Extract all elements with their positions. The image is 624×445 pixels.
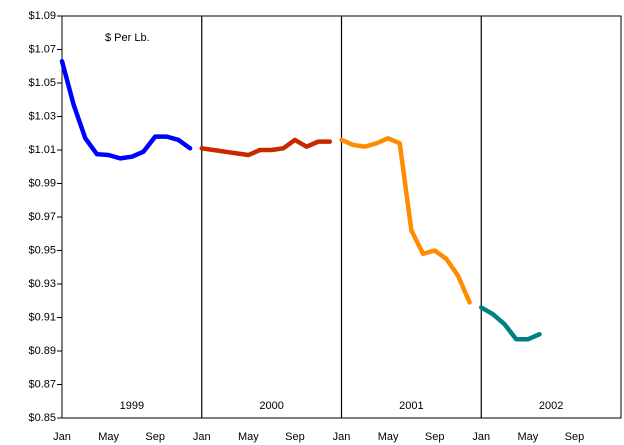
y-tick-label: $0.91 bbox=[28, 311, 56, 323]
annotation: $ Per Lb. bbox=[105, 32, 150, 44]
series-line bbox=[59, 58, 193, 161]
y-tick-label: $0.95 bbox=[28, 244, 56, 256]
year-label: 2002 bbox=[539, 400, 563, 412]
y-tick-label: $0.99 bbox=[28, 177, 56, 189]
year-label: 1999 bbox=[120, 400, 144, 412]
x-tick-label: Jan bbox=[333, 431, 351, 443]
y-tick-label: $0.97 bbox=[28, 211, 56, 223]
x-tick-label: Jan bbox=[53, 431, 71, 443]
x-tick-label: Jan bbox=[193, 431, 211, 443]
x-tick-label: Sep bbox=[145, 431, 165, 443]
y-tick-label: $0.93 bbox=[28, 278, 56, 290]
series-line bbox=[479, 305, 542, 342]
series-line bbox=[339, 136, 472, 305]
x-tick-label: Jan bbox=[472, 431, 490, 443]
y-tick-label: $0.85 bbox=[28, 412, 56, 424]
year-label: 2000 bbox=[259, 400, 283, 412]
x-tick-label: May bbox=[238, 431, 259, 443]
x-tick-label: Sep bbox=[285, 431, 305, 443]
x-tick-label: May bbox=[378, 431, 399, 443]
x-tick-label: Sep bbox=[425, 431, 445, 443]
y-tick-label: $1.01 bbox=[28, 144, 56, 156]
x-tick-label: Sep bbox=[565, 431, 585, 443]
y-tick-label: $1.07 bbox=[28, 43, 56, 55]
y-tick-label: $1.09 bbox=[28, 10, 56, 22]
x-tick-label: May bbox=[98, 431, 119, 443]
y-tick-label: $0.87 bbox=[28, 378, 56, 390]
year-label: 2001 bbox=[399, 400, 423, 412]
y-tick-label: $1.03 bbox=[28, 110, 56, 122]
y-tick-label: $0.89 bbox=[28, 345, 56, 357]
x-tick-label: May bbox=[517, 431, 538, 443]
series-line bbox=[199, 137, 333, 158]
y-tick-label: $1.05 bbox=[28, 77, 56, 89]
